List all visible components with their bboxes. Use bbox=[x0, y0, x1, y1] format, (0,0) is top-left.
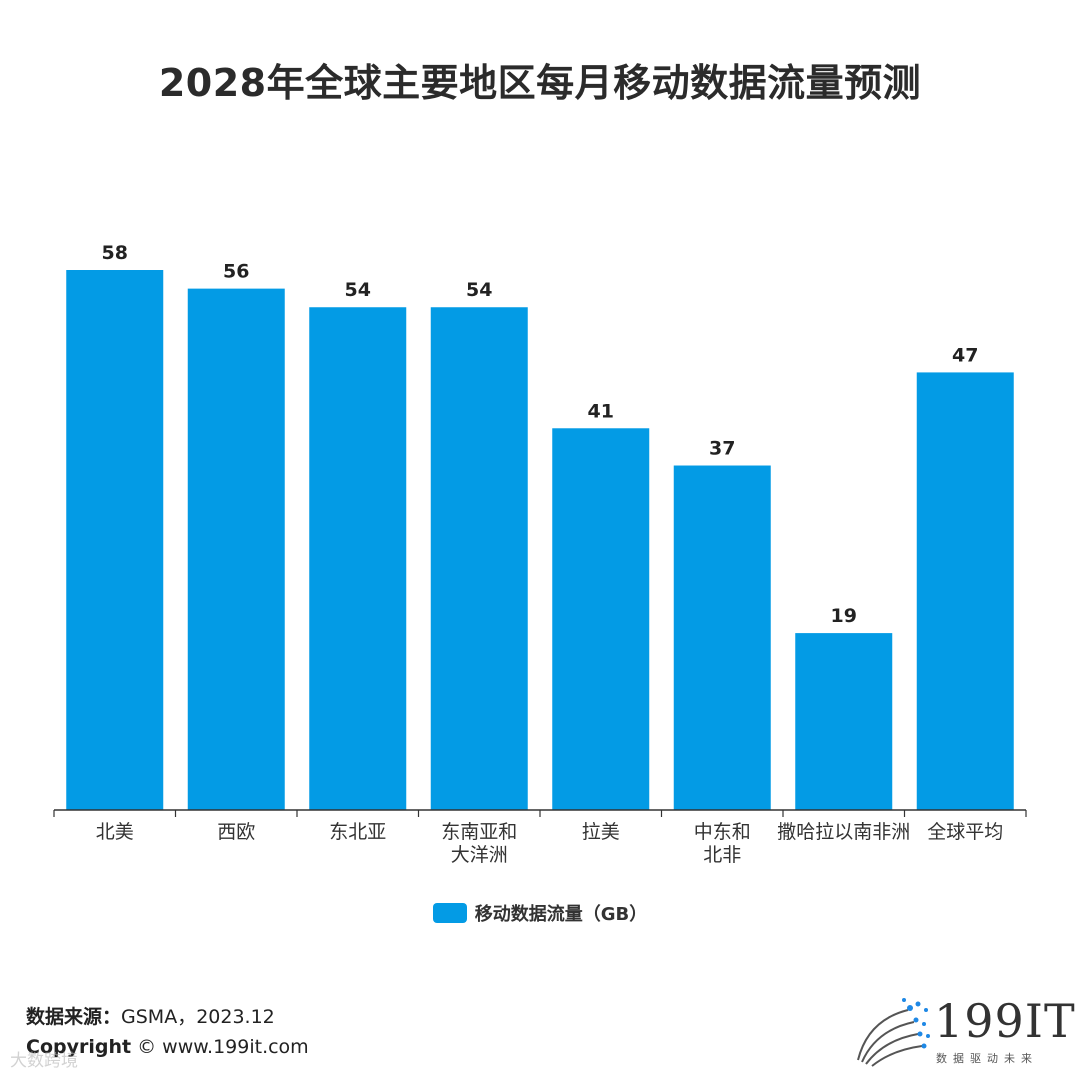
data-label-1: 56 bbox=[223, 261, 249, 283]
data-label-2: 54 bbox=[345, 279, 371, 301]
bar-7 bbox=[916, 372, 1014, 810]
data-label-3: 54 bbox=[466, 279, 492, 301]
data-label-4: 41 bbox=[588, 400, 614, 422]
logo-dots-icon bbox=[857, 998, 930, 1067]
category-label-6: 撒哈拉以南非洲 bbox=[777, 821, 910, 843]
legend-swatch bbox=[432, 903, 467, 923]
copyright-value: © www.199it.com bbox=[137, 1036, 309, 1058]
chart-legend: 移动数据流量（GB） bbox=[0, 900, 1080, 926]
bar-3 bbox=[430, 307, 528, 810]
source-value: GSMA，2023.12 bbox=[121, 1006, 275, 1028]
category-label-0: 北美 bbox=[96, 821, 134, 843]
bar-4 bbox=[552, 428, 650, 810]
copyright: Copyright © www.199it.com bbox=[26, 1036, 309, 1058]
copyright-label: Copyright bbox=[26, 1036, 132, 1058]
bar-0 bbox=[66, 270, 164, 810]
watermark: 大数跨境 bbox=[10, 1051, 78, 1071]
bar-5 bbox=[673, 465, 771, 810]
logo-subtitle: 数据驱动未来 bbox=[936, 1052, 1038, 1065]
category-label-7: 全球平均 bbox=[927, 821, 1003, 843]
chart-title: 2028年全球主要地区每月移动数据流量预测 bbox=[158, 61, 922, 105]
data-label-5: 37 bbox=[709, 438, 735, 460]
bar-2 bbox=[309, 307, 407, 810]
source-label: 数据来源： bbox=[26, 1006, 122, 1028]
data-label-0: 58 bbox=[102, 242, 128, 264]
data-label-6: 19 bbox=[831, 605, 857, 627]
brand-logo: 199IT 数据驱动未来 bbox=[848, 990, 1075, 1070]
legend-label: 移动数据流量（GB） bbox=[474, 904, 648, 925]
logo-text: 199IT bbox=[934, 994, 1076, 1048]
bar-6 bbox=[795, 633, 893, 810]
category-label-1: 西欧 bbox=[217, 821, 255, 843]
category-label-4: 拉美 bbox=[582, 821, 620, 843]
data-source: 数据来源：GSMA，2023.12 bbox=[26, 1002, 275, 1029]
data-label-7: 47 bbox=[952, 344, 978, 366]
category-label-3: 东南亚和大洋洲 bbox=[441, 821, 517, 866]
category-label-5: 中东和北非 bbox=[694, 821, 751, 866]
category-label-2: 东北亚 bbox=[329, 821, 386, 843]
bar-1 bbox=[187, 288, 285, 810]
bar-chart: 58 北美 56 西欧 54 东北亚 54 东南亚和大洋洲 41 拉美 37 中东和北非 19 撒哈拉以南… bbox=[53, 242, 1027, 866]
